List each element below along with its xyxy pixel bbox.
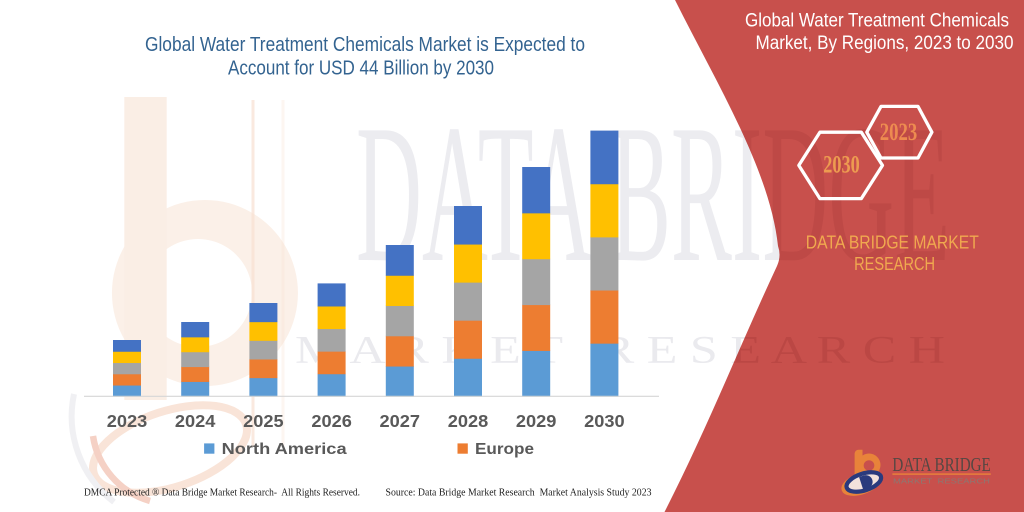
svg-text:Account for USD 44 Billion by: Account for USD 44 Billion by 2030: [228, 57, 494, 80]
svg-text:2026: 2026: [311, 411, 352, 431]
svg-text:Source: Data Bridge Market Res: Source: Data Bridge Market Research Mark…: [386, 487, 652, 499]
svg-text:DMCA Protected ® Data Bridge M: DMCA Protected ® Data Bridge Market Rese…: [84, 487, 360, 499]
svg-text:Europe: Europe: [475, 441, 534, 458]
svg-text:2027: 2027: [380, 411, 421, 431]
svg-text:RESEARCH: RESEARCH: [854, 254, 935, 274]
svg-text:Market, By Regions, 2023 to 20: Market, By Regions, 2023 to 2030: [756, 33, 1014, 54]
svg-text:2025: 2025: [243, 411, 284, 431]
svg-text:2023: 2023: [107, 411, 148, 431]
svg-text:2023: 2023: [880, 119, 918, 146]
svg-text:2030: 2030: [584, 411, 625, 431]
svg-text:DATA BRIDGE MARKET: DATA BRIDGE MARKET: [806, 233, 979, 253]
svg-text:2028: 2028: [448, 411, 489, 431]
svg-text:2029: 2029: [516, 411, 557, 431]
svg-text:2024: 2024: [175, 411, 216, 431]
svg-text:2030: 2030: [823, 152, 860, 179]
svg-text:Global Water Treatment Chemica: Global Water Treatment Chemicals: [745, 11, 1009, 32]
svg-text:MARKET RESEARCH: MARKET RESEARCH: [893, 479, 990, 486]
svg-text:North America: North America: [222, 441, 347, 458]
svg-text:DATA BRIDGE: DATA BRIDGE: [892, 454, 990, 476]
svg-text:Global Water Treatment Chemica: Global Water Treatment Chemicals Market …: [145, 33, 585, 56]
